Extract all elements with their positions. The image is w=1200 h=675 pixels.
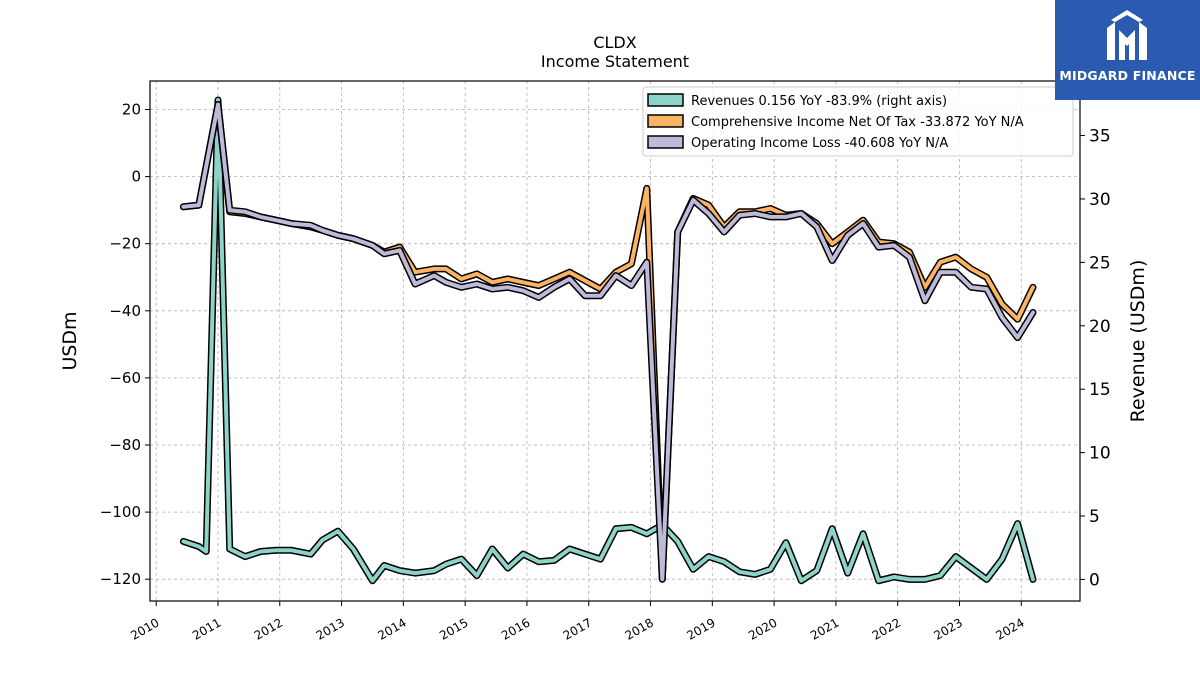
- series-line-outline: [179, 101, 1037, 583]
- y-axis-left: 20 0 −20 −40 −60 −80 −100 −120: [100, 101, 150, 588]
- y-right-tick-label: 15: [1089, 380, 1111, 400]
- series-layer: [179, 96, 1037, 585]
- legend: Revenues 0.156 YoY -83.9% (right axis) Co…: [642, 86, 1074, 157]
- y-tick-label: −120: [100, 570, 141, 588]
- y-right-tick-label: 10: [1089, 444, 1111, 464]
- legend-box: [642, 86, 1074, 157]
- x-tick-label: 2014: [375, 615, 408, 642]
- x-tick-label: 2021: [808, 615, 841, 642]
- legend-label: Operating Income Loss -40.608 YoY N/A: [691, 136, 948, 151]
- x-axis: 2010 2011 2012 2013 2014 2015 2016 2017 2018 2019…: [128, 601, 1027, 643]
- x-tick-label: 2020: [746, 615, 779, 642]
- series-line: [181, 98, 1035, 583]
- grid: [150, 81, 1080, 601]
- x-tick-label: 2013: [314, 615, 347, 642]
- y-right-tick-label: 20: [1089, 317, 1111, 337]
- y-tick-label: −20: [109, 235, 141, 253]
- series-line-outline: [179, 96, 1037, 585]
- y-tick-label: 0: [131, 168, 141, 186]
- x-tick-label: 2011: [190, 615, 223, 642]
- legend-swatch: [647, 93, 684, 107]
- legend-label: Comprehensive Income Net Of Tax -33.872 …: [691, 115, 1024, 130]
- y-tick-label: −40: [109, 302, 141, 320]
- x-tick-label: 2015: [437, 615, 470, 642]
- series-line: [181, 102, 1035, 582]
- y-axis-label-right: Revenue (USDm): [1127, 260, 1149, 423]
- logo-text: MIDGARD FINANCE: [1059, 68, 1196, 83]
- y-right-tick-label: 30: [1089, 190, 1111, 210]
- legend-label: Revenues 0.156 YoY -83.9% (right axis): [691, 94, 947, 109]
- chart-title: CLDX: [593, 33, 636, 52]
- series-line: [181, 102, 1035, 582]
- y-tick-label: −100: [100, 503, 141, 521]
- y-tick-label: 20: [122, 101, 141, 119]
- y-right-tick-label: 0: [1089, 570, 1100, 590]
- x-tick-label: 2012: [252, 615, 285, 642]
- y-tick-label: −60: [109, 369, 141, 387]
- logo: MIDGARD FINANCE: [1055, 0, 1200, 100]
- legend-swatch: [647, 114, 684, 128]
- x-tick-label: 2017: [561, 615, 594, 642]
- x-tick-label: 2023: [932, 615, 965, 642]
- y-right-tick-label: 25: [1089, 253, 1111, 273]
- x-tick-label: 2019: [684, 615, 717, 642]
- x-tick-label: 2016: [499, 615, 532, 642]
- plot-frame: [149, 80, 1081, 602]
- x-tick-label: 2010: [128, 615, 161, 642]
- series-line-outline: [179, 101, 1037, 583]
- y-right-tick-label: 35: [1089, 127, 1111, 147]
- x-tick-label: 2018: [623, 615, 656, 642]
- y-right-tick-label: 5: [1089, 507, 1100, 527]
- y-axis-right: 35 30 25 20 15 10 5 0: [1080, 127, 1111, 590]
- y-tick-label: −80: [109, 436, 141, 454]
- y-axis-label-left: USDm: [59, 311, 81, 370]
- midgard-logo-icon: [1107, 10, 1147, 60]
- x-tick-label: 2024: [993, 615, 1026, 642]
- legend-swatch: [647, 135, 684, 149]
- x-tick-label: 2022: [870, 615, 903, 642]
- chart-subtitle: Income Statement: [541, 52, 689, 71]
